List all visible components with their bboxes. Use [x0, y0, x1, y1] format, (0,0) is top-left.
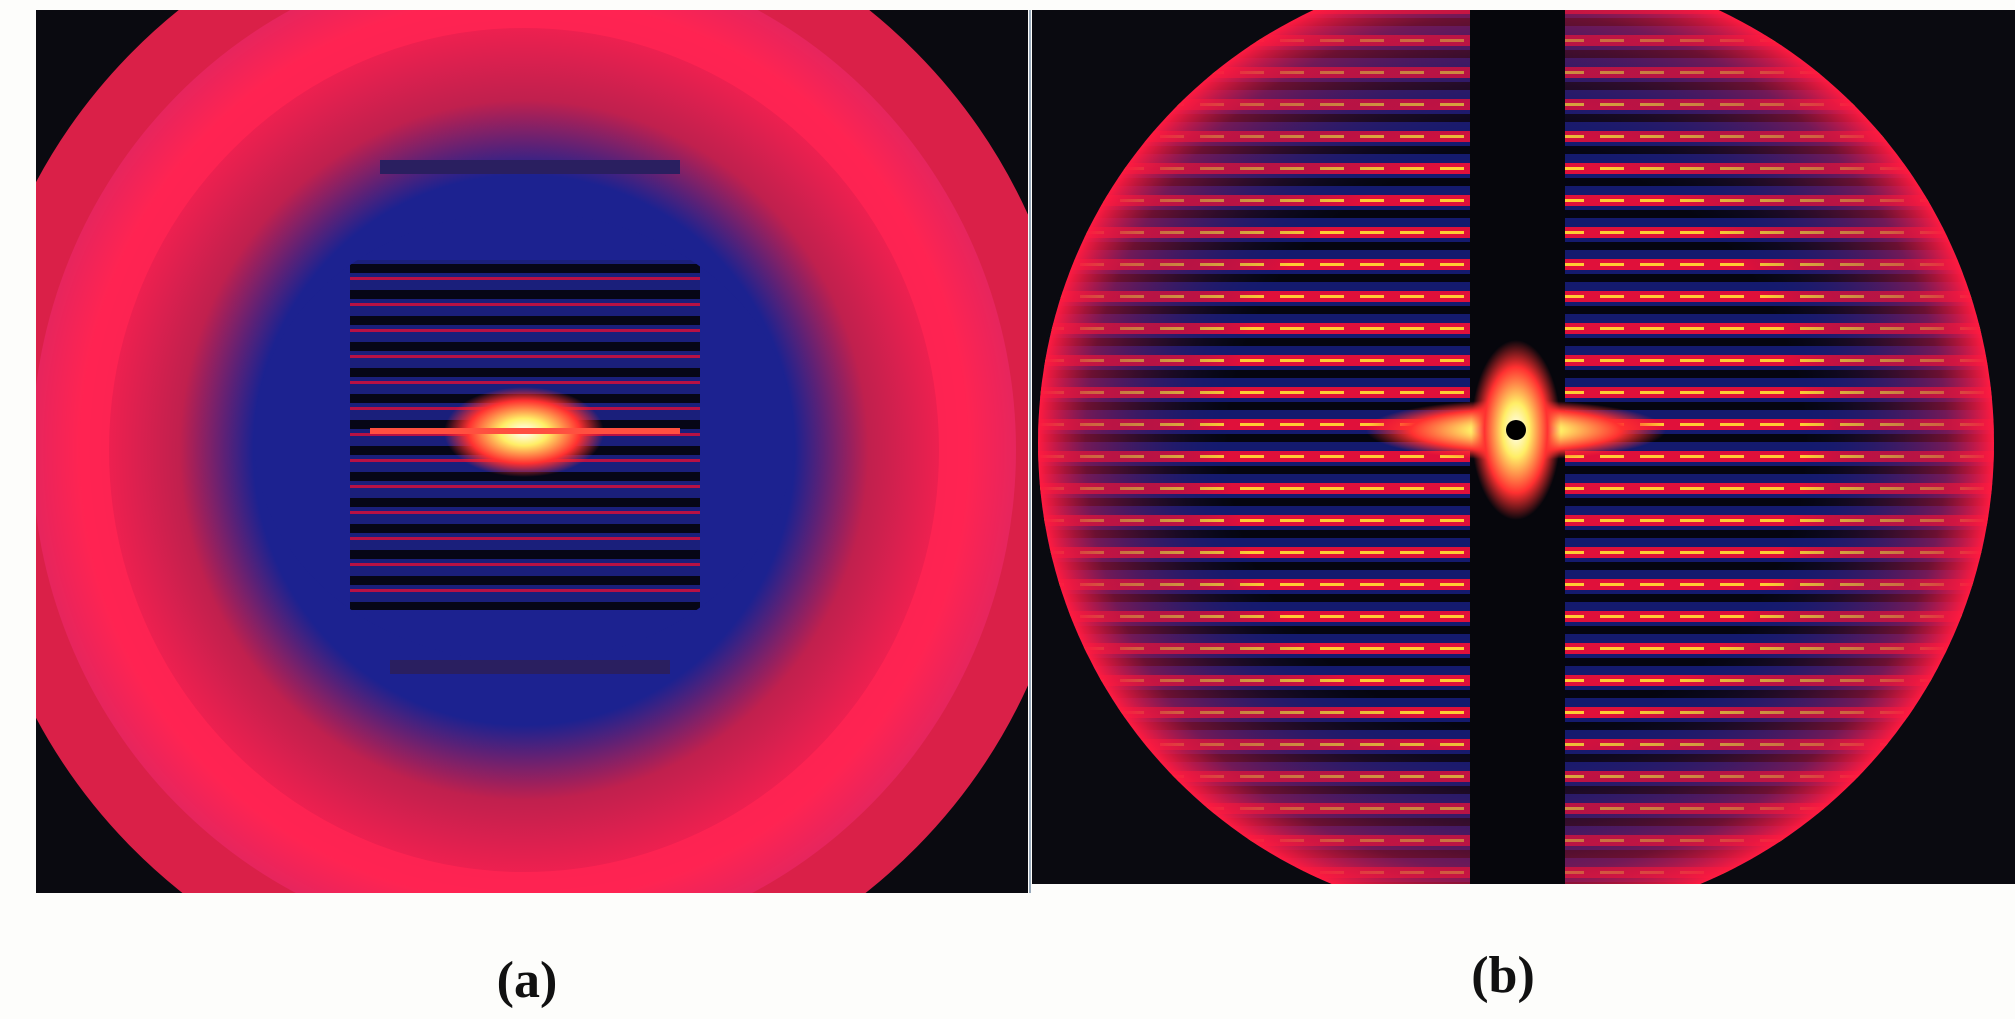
figure: (a) (b)	[0, 0, 2015, 1019]
panel-label: (b)	[1471, 947, 1535, 1004]
panel-b-image	[1032, 0, 2015, 1019]
panel-a-image	[32, 0, 1028, 950]
page: (a) (b) (() => { const data = JSON.parse…	[0, 0, 2015, 1019]
panel-label: (a)	[497, 952, 558, 1009]
